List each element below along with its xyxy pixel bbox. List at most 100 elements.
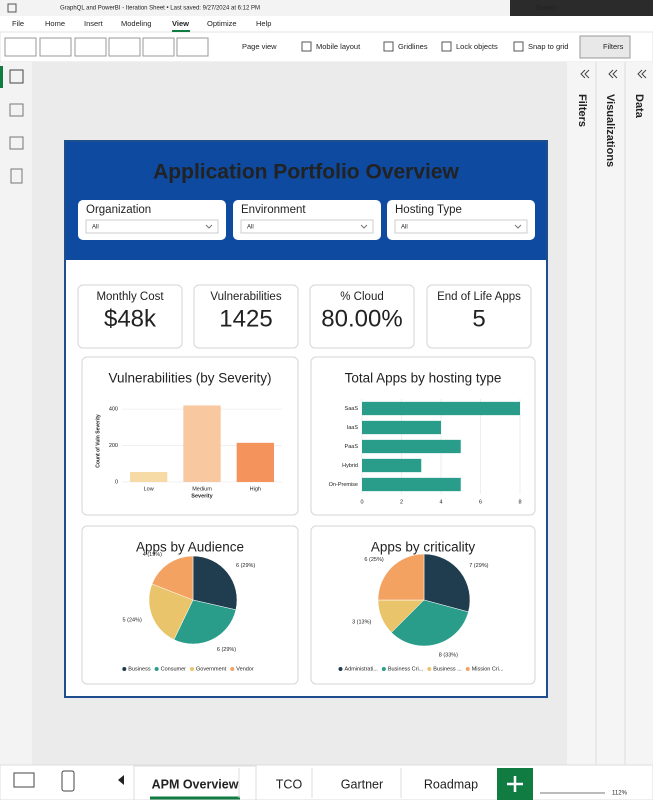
mobile-icon[interactable] [61, 770, 75, 792]
tab-bar [0, 764, 653, 800]
kpi-label: End of Life Apps [437, 291, 521, 303]
legend-marker [465, 667, 470, 671]
checkbox[interactable] [513, 41, 524, 52]
slicer-dropdown[interactable] [240, 219, 374, 234]
kpi-card [309, 284, 415, 349]
pie-data-label: 6 (29%) [236, 563, 255, 569]
window-title: GraphQL and PowerBI - Iteration Sheet • … [60, 6, 260, 12]
checkbox[interactable] [441, 41, 452, 52]
pane-title[interactable]: Filters [576, 94, 588, 127]
slicer-value: All [401, 225, 408, 231]
legend-marker [427, 667, 432, 671]
x-tick-label: 8 [518, 499, 521, 505]
x-tick-label: 6 [479, 499, 482, 505]
slicer-value: All [92, 225, 99, 231]
theme-thumb[interactable] [176, 37, 209, 57]
menu-item[interactable]: View [172, 19, 189, 28]
kpi-label: % Cloud [340, 291, 383, 303]
slicer-label: Organization [86, 204, 151, 216]
y-tick-label: 400 [109, 407, 118, 413]
menu-item[interactable]: Modeling [121, 19, 151, 28]
legend-label: Business [128, 666, 151, 672]
x-tick-label: High [250, 486, 261, 492]
pie-slice [377, 553, 425, 601]
search-box[interactable] [510, 0, 653, 16]
table-view-icon[interactable] [9, 103, 24, 117]
zoom-level: 112% [612, 791, 628, 797]
checkbox[interactable] [383, 41, 394, 52]
bar [130, 471, 168, 482]
ribbon-item[interactable]: Lock objects [456, 42, 498, 51]
menu-item[interactable]: Help [256, 19, 271, 28]
ribbon-item[interactable]: Page view [242, 42, 277, 51]
legend-label: Business Cri... [388, 666, 424, 672]
pie-data-label: 6 (25%) [364, 557, 383, 563]
y-axis-title: Count of Vuln Severity [95, 414, 101, 468]
theme-thumb[interactable] [39, 37, 72, 57]
ribbon-item[interactable]: Filters [603, 42, 624, 51]
page-tab[interactable]: APM Overview [152, 777, 239, 791]
save-icon[interactable] [7, 3, 17, 13]
page-tab[interactable]: Roadmap [424, 777, 478, 791]
menu-item[interactable]: File [12, 19, 24, 28]
page-tab[interactable]: Gartner [341, 777, 383, 791]
legend-label: Business ... [433, 666, 462, 672]
pie-slice [148, 583, 194, 640]
theme-thumb[interactable] [4, 37, 37, 57]
page-tab[interactable]: TCO [276, 777, 303, 791]
kpi-card [77, 284, 183, 349]
slicer-label: Environment [241, 204, 306, 216]
pane-collapse-icon[interactable] [608, 69, 618, 79]
kpi-label: Monthly Cost [96, 291, 164, 303]
kpi-value: $48k [104, 305, 157, 332]
x-tick-label: 4 [439, 499, 442, 505]
model-view-icon[interactable] [9, 136, 24, 150]
x-axis-title: Severity [191, 493, 213, 499]
pane-title[interactable]: Visualizations [604, 94, 616, 167]
report-title: Application Portfolio Overview [153, 161, 459, 184]
pie-slice [173, 599, 237, 645]
ribbon-item[interactable]: Snap to grid [528, 42, 568, 51]
report-view-icon[interactable] [9, 69, 24, 84]
bar [362, 477, 461, 492]
legend-marker [122, 667, 127, 671]
theme-thumb[interactable] [142, 37, 175, 57]
next-page-arrow[interactable] [118, 775, 124, 785]
theme-thumb[interactable] [74, 37, 107, 57]
y-tick-label: On-Premise [329, 482, 358, 488]
chart-title: Vulnerabilities (by Severity) [108, 371, 271, 386]
y-tick-label: IaaS [347, 425, 359, 431]
legend-label: Administrati... [344, 666, 378, 672]
x-tick-label: Medium [192, 486, 212, 492]
x-tick-label: Low [144, 486, 154, 492]
legend-label: Government [196, 666, 227, 672]
pane-collapse-icon[interactable] [580, 69, 590, 79]
search-label[interactable]: Search [535, 5, 557, 12]
legend-marker [230, 667, 235, 671]
theme-thumb[interactable] [108, 37, 141, 57]
slicer-dropdown[interactable] [85, 219, 219, 234]
ribbon-item[interactable]: Gridlines [398, 42, 428, 51]
pane-collapse-icon[interactable] [637, 69, 647, 79]
ribbon-item[interactable]: Mobile layout [316, 42, 361, 51]
pie-data-label: 3 (13%) [352, 619, 371, 625]
bar [362, 401, 520, 416]
legend-marker [381, 667, 386, 671]
kpi-card [193, 284, 299, 349]
theme-gallery[interactable] [4, 37, 209, 57]
slicer-label: Hosting Type [395, 204, 462, 216]
add-icon [507, 776, 523, 792]
pane-title[interactable]: Data [633, 94, 645, 119]
menu-item[interactable]: Home [45, 19, 65, 28]
desktop-icon[interactable] [13, 772, 35, 788]
filters-button-bg[interactable] [579, 35, 631, 59]
legend-marker [338, 667, 343, 671]
slicer-dropdown[interactable] [394, 219, 528, 234]
dax-view-icon[interactable] [10, 168, 23, 184]
checkbox[interactable] [301, 41, 312, 52]
x-tick-label: 2 [400, 499, 403, 505]
menu-item[interactable]: Optimize [207, 19, 237, 28]
menu-item[interactable]: Insert [84, 19, 104, 28]
x-tick-label: 0 [360, 499, 363, 505]
